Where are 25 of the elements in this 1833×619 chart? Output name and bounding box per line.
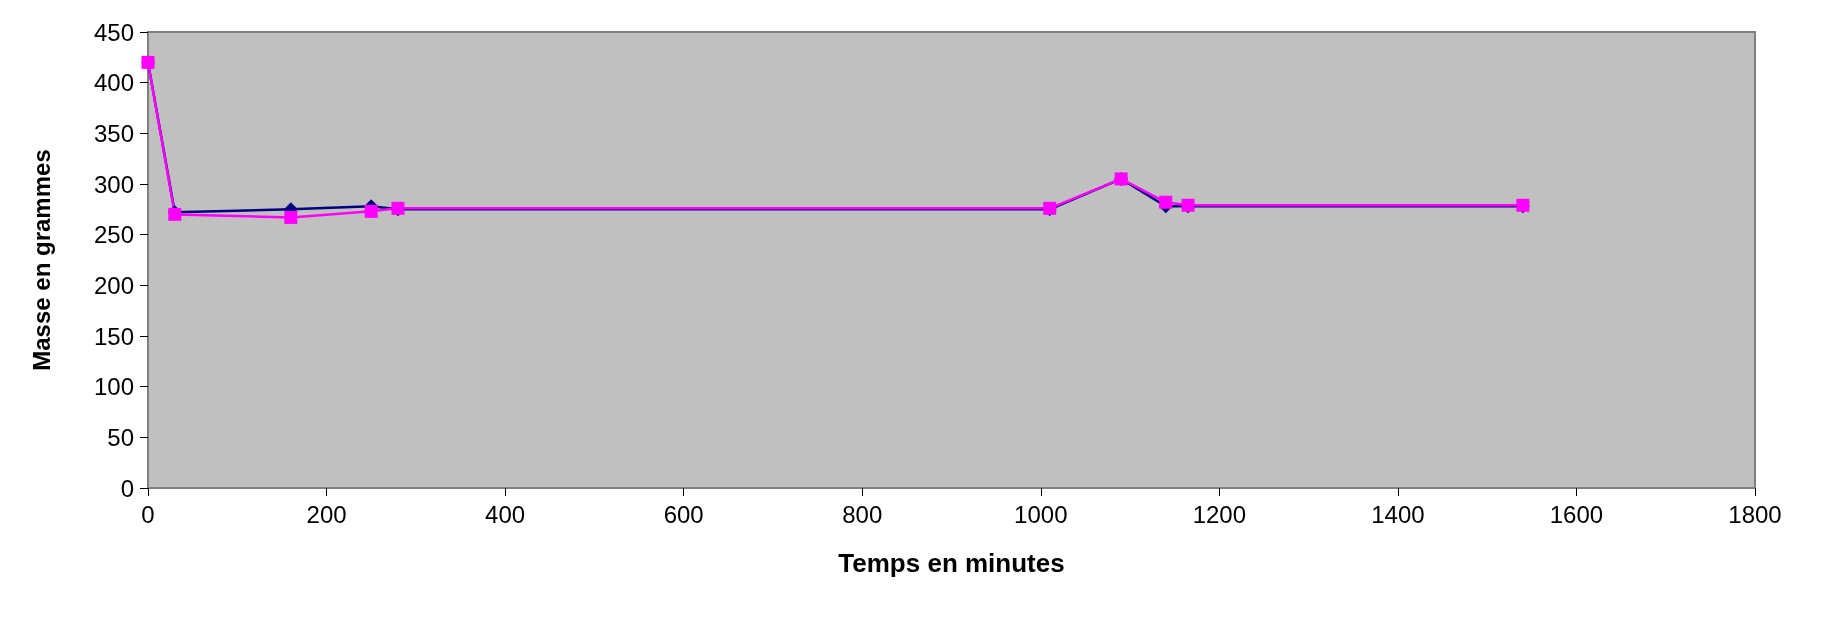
x-tick-label: 0 (141, 500, 155, 528)
y-tick-label: 300 (93, 170, 134, 198)
point (364, 204, 378, 218)
x-tick-label: 1800 (1728, 500, 1782, 528)
x-tick-label: 1600 (1549, 500, 1604, 528)
y-tick-label: 450 (93, 18, 134, 46)
y-tick-label: 200 (93, 271, 134, 299)
x-tick-label: 1200 (1192, 500, 1247, 528)
y-tick-label: 250 (93, 221, 134, 249)
x-axis-title: Temps en minutes (838, 548, 1065, 578)
y-tick-label: 150 (93, 322, 134, 350)
x-tick-label: 1000 (1014, 500, 1068, 528)
x-tick-label: 200 (306, 500, 347, 528)
point (284, 210, 298, 224)
x-tick-label: 1400 (1371, 500, 1425, 528)
x-tick-label: 800 (842, 500, 883, 528)
y-tick-label: 100 (93, 373, 134, 401)
x-tick-label: 600 (663, 500, 704, 528)
y-tick-label: 50 (107, 423, 134, 451)
y-axis-title: Masse en grammes (27, 149, 55, 371)
point (1159, 195, 1173, 209)
x-tick-label: 400 (485, 500, 526, 528)
y-tick-label: 0 (120, 474, 134, 502)
y-tick-label: 400 (93, 69, 134, 97)
y-tick-label: 350 (93, 119, 134, 147)
